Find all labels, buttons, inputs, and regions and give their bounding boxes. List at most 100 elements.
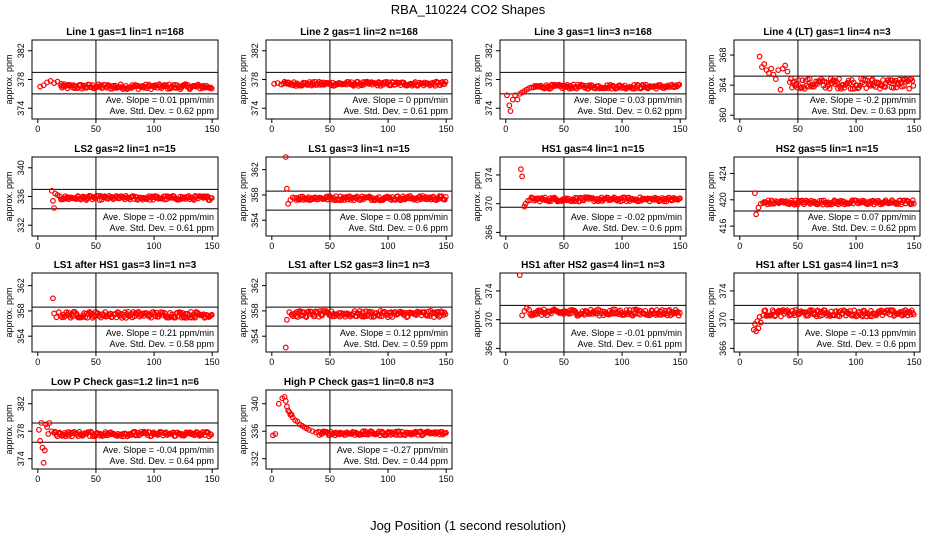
plot-frame [733, 156, 921, 237]
data-point [40, 82, 47, 89]
data-point [675, 312, 682, 319]
data-point [356, 431, 363, 438]
data-point [906, 85, 913, 92]
data-point [282, 344, 289, 351]
data-point [36, 426, 42, 433]
data-point [50, 197, 56, 204]
y-axis-label: approx. ppm [4, 287, 14, 337]
y-tick-label: 378 [16, 72, 26, 87]
panel-title: LS1 gas=3 lin=1 n=15 [308, 144, 410, 155]
data-point [37, 437, 44, 444]
data-point [90, 313, 97, 320]
stddev-annotation: Ave. Std. Dev. = 0.61 ppm [578, 339, 682, 349]
data-point [64, 429, 71, 436]
plot-frame [31, 272, 219, 353]
data-point [208, 311, 215, 318]
data-point [752, 190, 758, 197]
data-point [866, 313, 873, 320]
slope-annotation: Ave. Slope = -0.04 ppm/min [103, 445, 214, 455]
x-tick-label: 0 [35, 241, 40, 251]
plot-frame [31, 389, 219, 470]
panel-title: LS2 gas=2 lin=1 n=15 [74, 144, 176, 155]
data-point [803, 312, 809, 319]
data-point [272, 431, 279, 437]
x-tick-label: 50 [325, 124, 335, 134]
x-tick-label: 50 [91, 124, 101, 134]
data-point [777, 86, 784, 93]
x-tick-label: 150 [907, 241, 922, 251]
y-tick-label: 362 [250, 162, 260, 177]
data-point [519, 312, 525, 319]
y-axis-label: approx. ppm [4, 171, 14, 221]
panel-1: Line 1 gas=1 lin=1 n=168 0 50 100 150 374 378 3… [4, 27, 220, 134]
y-axis-label: approx. ppm [4, 54, 14, 104]
plot-frame [499, 156, 687, 237]
y-tick-label: 364 [718, 78, 728, 93]
data-point [65, 81, 72, 88]
y-tick-label: 382 [16, 43, 26, 58]
slope-annotation: Ave. Slope = 0.21 ppm/min [106, 328, 214, 338]
data-point [798, 84, 805, 91]
panel-3: Line 3 gas=1 lin=3 n=168 0 50 100 150 374 378 3… [472, 27, 688, 134]
plot-frame [265, 156, 453, 237]
panel-title: Low P Check gas=1.2 lin=1 n=6 [51, 377, 199, 388]
x-tick-label: 100 [615, 241, 630, 251]
y-axis-label: approx. ppm [238, 54, 248, 104]
data-point [285, 407, 291, 414]
panel-14: High P Check gas=1 lin=0.8 n=3 0 50 100 150 3… [238, 377, 454, 484]
data-point [572, 194, 579, 201]
data-point [366, 308, 373, 315]
plot-frame [499, 272, 687, 353]
x-tick-label: 0 [737, 357, 742, 367]
data-point [806, 75, 813, 82]
panel-5: LS2 gas=2 lin=1 n=15 0 50 100 150 332 336 340ap… [4, 144, 220, 251]
data-point [506, 102, 513, 109]
x-tick-label: 150 [439, 474, 454, 484]
data-point [50, 295, 56, 302]
x-tick-label: 150 [205, 357, 220, 367]
x-tick-label: 100 [849, 357, 864, 367]
data-point [514, 96, 521, 103]
data-point [845, 77, 852, 84]
slope-annotation: Ave. Slope = 0.01 ppm/min [106, 95, 214, 105]
x-tick-label: 150 [907, 124, 922, 134]
data-point [443, 429, 449, 436]
data-point [890, 307, 896, 314]
x-tick-label: 50 [325, 474, 335, 484]
slope-annotation: Ave. Slope = -0.27 ppm/min [337, 445, 448, 455]
y-tick-label: 374 [718, 283, 728, 298]
y-axis-label: approx. ppm [706, 54, 716, 104]
y-tick-label: 358 [16, 303, 26, 318]
x-tick-label: 150 [439, 241, 454, 251]
data-point [284, 316, 290, 323]
x-tick-label: 100 [849, 241, 864, 251]
data-point [376, 313, 383, 319]
panel-title: HS1 after HS2 gas=4 lin=1 n=3 [521, 260, 665, 271]
x-tick-label: 50 [91, 474, 101, 484]
x-tick-label: 50 [793, 241, 803, 251]
data-point [768, 65, 775, 72]
x-tick-label: 0 [503, 357, 508, 367]
y-tick-label: 382 [250, 43, 260, 58]
x-tick-label: 150 [439, 357, 454, 367]
x-tick-label: 100 [615, 124, 630, 134]
y-tick-label: 416 [718, 219, 728, 234]
data-point [53, 314, 60, 321]
stddev-annotation: Ave. Std. Dev. = 0.59 ppm [344, 339, 448, 349]
x-tick-label: 50 [559, 124, 569, 134]
data-point [44, 424, 51, 430]
y-axis-label: approx. ppm [706, 287, 716, 337]
panel-9: LS1 after HS1 gas=3 lin=1 n=3 0 50 100 150 35… [4, 260, 220, 367]
data-point [271, 80, 278, 87]
panel-title: LS1 after HS1 gas=3 lin=1 n=3 [54, 260, 197, 271]
y-axis-label: approx. ppm [706, 171, 716, 221]
data-point [40, 459, 47, 466]
data-point [442, 78, 449, 85]
data-point [772, 76, 779, 83]
data-point [814, 307, 821, 314]
x-tick-label: 100 [381, 357, 396, 367]
x-tick-label: 0 [269, 357, 274, 367]
y-tick-label: 336 [16, 189, 26, 204]
data-point [87, 428, 94, 435]
